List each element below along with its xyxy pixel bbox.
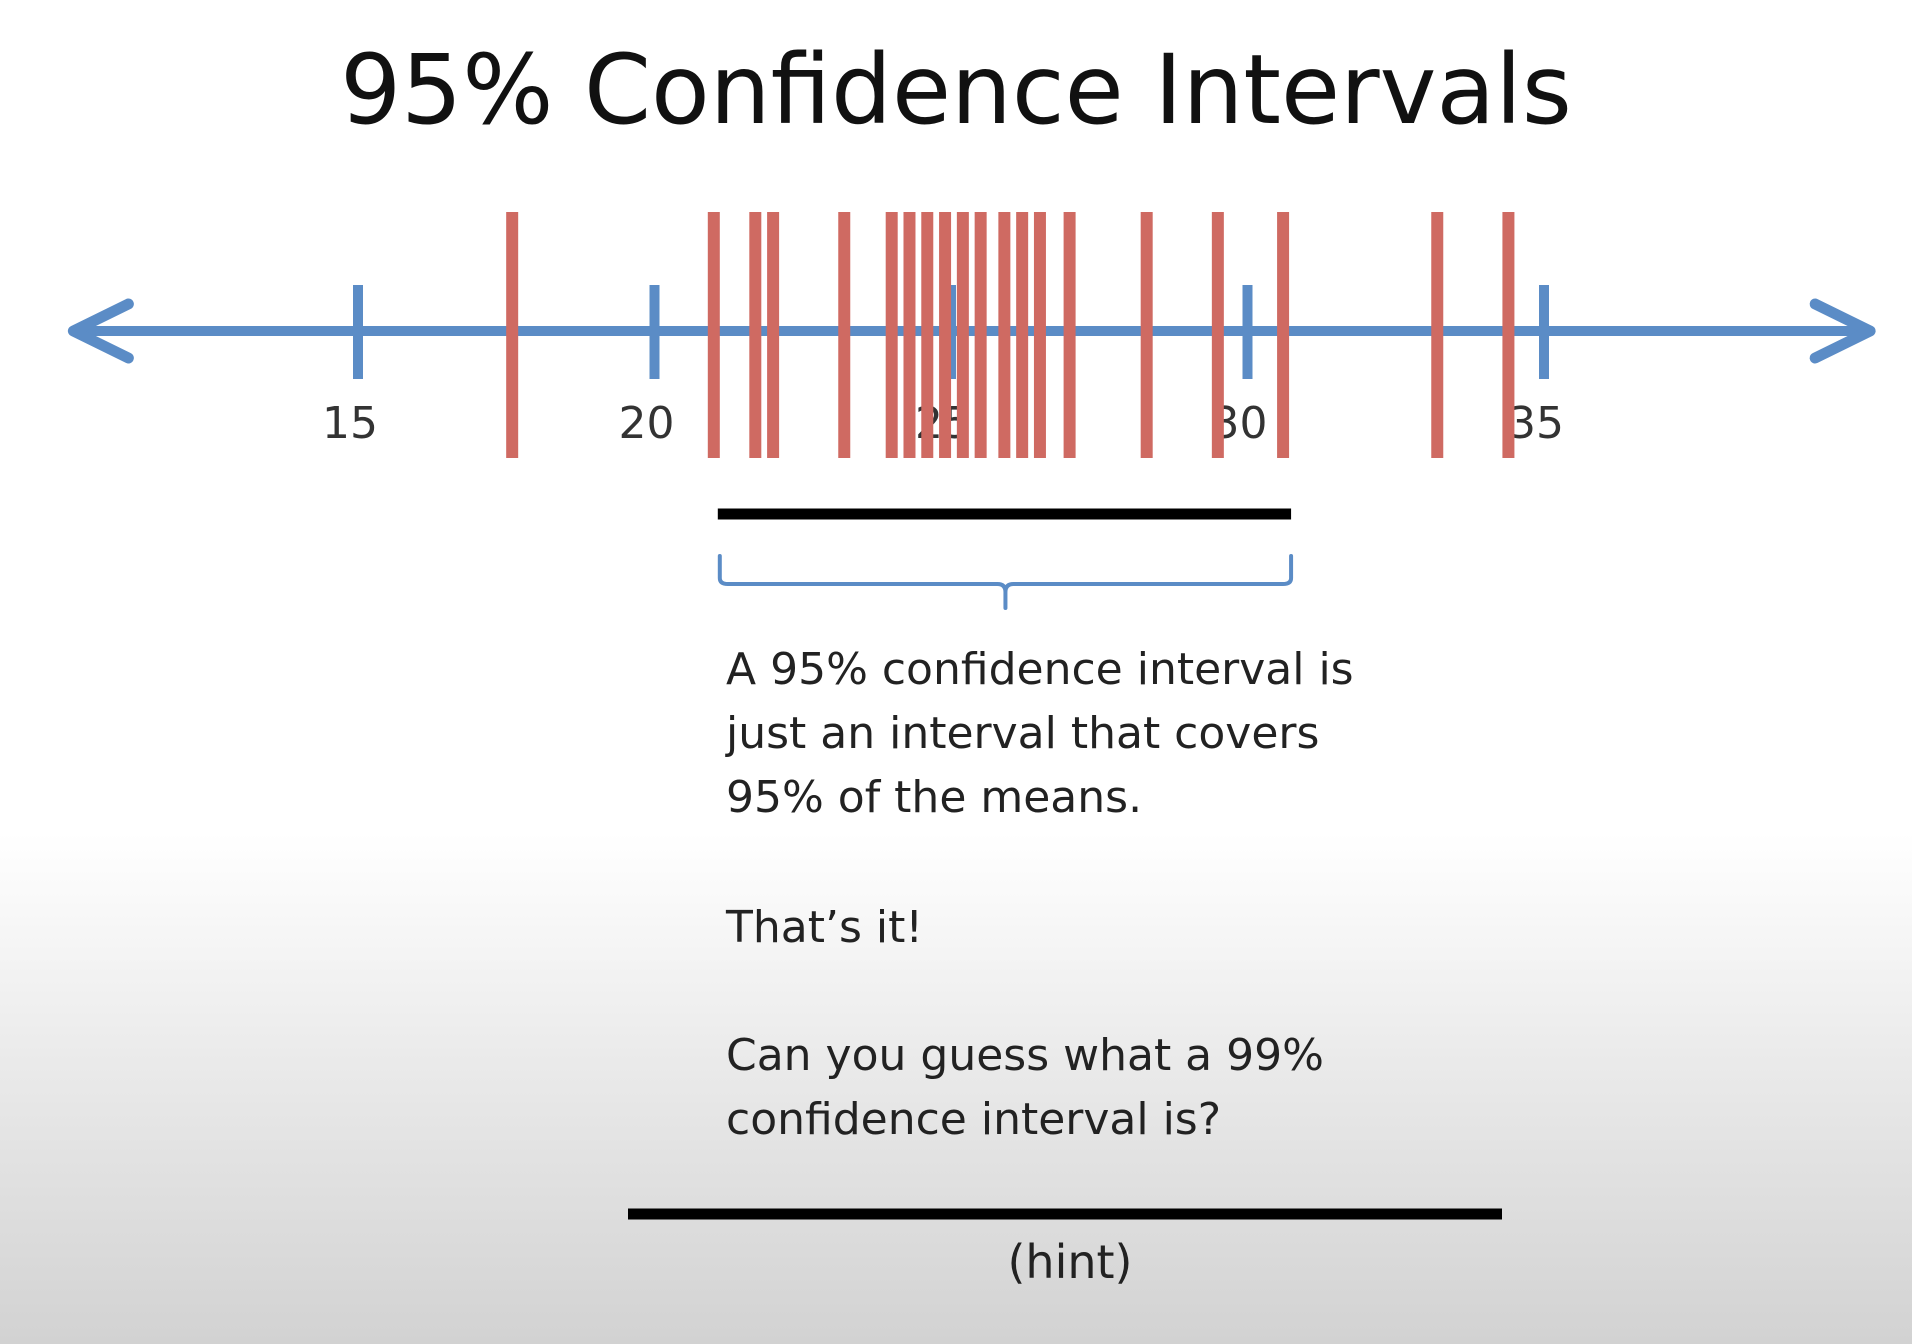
axis-tick-label: 20 xyxy=(619,398,675,449)
question-line-2: confidence interval is? xyxy=(726,1094,1222,1145)
hint-label: (hint) xyxy=(1007,1235,1133,1289)
slide-title: 95% Confidence Intervals xyxy=(340,34,1572,146)
explanation-paragraph: A 95% confidence interval is just an int… xyxy=(726,638,1486,830)
question-paragraph: Can you guess what a 99% confidence inte… xyxy=(726,1024,1486,1152)
explanation-line-3: 95% of the means. xyxy=(726,772,1143,823)
left-arrow-icon xyxy=(67,298,134,364)
interval-bars xyxy=(628,508,1502,1220)
sample-means xyxy=(506,212,1515,458)
axis-tick-label: 35 xyxy=(1508,398,1564,449)
interval-brace xyxy=(717,554,1294,610)
explanation-line-2: just an interval that covers xyxy=(726,708,1320,759)
thats-it-text: That’s it! xyxy=(726,902,923,953)
number-line-axis: 1520253035 xyxy=(67,285,1876,449)
axis-tick-label: 15 xyxy=(322,398,378,449)
right-arrow-icon xyxy=(1809,298,1876,364)
explanation-line-1: A 95% confidence interval is xyxy=(726,644,1354,695)
question-line-1: Can you guess what a 99% xyxy=(726,1030,1324,1081)
